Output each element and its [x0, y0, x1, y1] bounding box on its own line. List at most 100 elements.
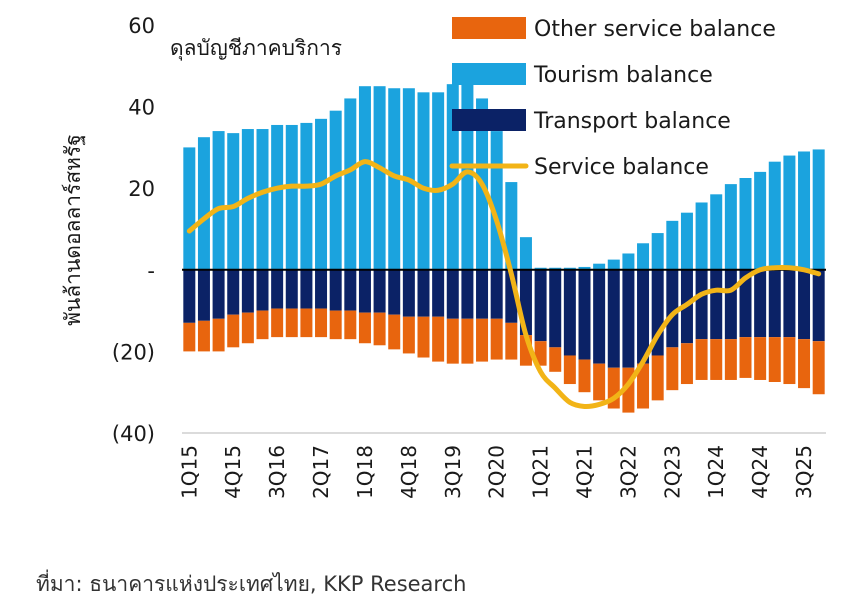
bar-tourism-balance-2q18 [373, 86, 386, 270]
bar-transport-balance-2q23 [666, 269, 679, 348]
bar-transport-balance-1q24 [710, 269, 723, 340]
bar-transport-balance-1q22 [593, 269, 606, 364]
bar-other-service-balance-3q18 [388, 314, 401, 350]
bar-transport-balance-3q18 [388, 269, 401, 315]
x-tick-label: 1Q18 [353, 445, 377, 499]
y-tick-label: 60 [128, 14, 155, 38]
bar-transport-balance-2q25 [783, 269, 796, 338]
bar-other-service-balance-4q22 [637, 363, 650, 409]
x-tick-label: 4Q21 [573, 445, 597, 499]
bar-tourism-balance-4q23 [695, 202, 708, 270]
legend: Other service balance Tourism balance Tran… [449, 17, 776, 180]
bar-tourism-balance-1q24 [710, 194, 723, 270]
bar-transport-balance-1q21 [534, 269, 547, 342]
bar-other-service-balance-3q24 [739, 337, 752, 378]
bar-other-service-balance-2q18 [373, 312, 386, 346]
bar-other-service-balance-1q18 [358, 312, 371, 344]
bar-transport-balance-3q25 [798, 269, 811, 340]
bar-transport-balance-1q25 [768, 269, 781, 338]
bar-tourism-balance-4q22 [637, 243, 650, 270]
y-tick-label: 20 [128, 177, 155, 201]
bar-tourism-balance-4q15 [227, 133, 240, 270]
bar-transport-balance-2q20 [490, 269, 503, 319]
bar-tourism-balance-2q22 [607, 259, 620, 270]
bar-tourism-balance-3q21 [563, 267, 576, 270]
bar-tourism-balance-2q15 [197, 137, 210, 270]
bar-transport-balance-3q24 [739, 269, 752, 338]
x-tick-label: 3Q22 [616, 445, 640, 499]
bar-transport-balance-3q21 [563, 269, 576, 356]
bar-transport-balance-4q19 [461, 269, 474, 319]
bar-tourism-balance-4q20 [519, 237, 532, 270]
bar-other-service-balance-2q24 [724, 339, 737, 380]
bar-other-service-balance-1q24 [710, 339, 723, 380]
bar-transport-balance-2q24 [724, 269, 737, 340]
y-tick-label: 40 [128, 96, 155, 120]
bar-tourism-balance-3q24 [739, 178, 752, 270]
bar-tourism-balance-1q25 [768, 161, 781, 270]
source-note: ที่มา: ธนาคารแห่งประเทศไทย, KKP Research [36, 572, 467, 596]
bar-tourism-balance-2q16 [256, 129, 269, 270]
bar-other-service-balance-1q23 [651, 355, 664, 401]
bar-other-service-balance-4q19 [461, 318, 474, 364]
bar-tourism-balance-1q15 [183, 147, 196, 270]
bar-transport-balance-4q23 [695, 269, 708, 340]
bar-other-service-balance-4q24 [754, 337, 767, 380]
bar-tourism-balance-1q19 [417, 92, 430, 270]
bar-transport-balance-1q15 [183, 269, 196, 323]
bar-transport-balance-2q18 [373, 269, 386, 313]
bar-tourism-balance-2q21 [549, 267, 562, 270]
bar-tourism-balance-1q17 [300, 122, 313, 270]
chart: 60 40 20 - (20) (40) 1Q15 4Q15 3Q16 2Q17 1Q18 4Q18… [61, 14, 826, 499]
bar-tourism-balance-1q18 [358, 86, 371, 270]
bar-other-service-balance-1q15 [183, 322, 196, 352]
legend-swatch [452, 17, 526, 39]
bar-other-service-balance-3q23 [680, 343, 693, 385]
chart-subtitle: ดุลบัญชีภาคบริการ [170, 36, 342, 61]
bar-tourism-balance-3q17 [329, 110, 342, 270]
x-axis: 1Q15 4Q15 3Q16 2Q17 1Q18 4Q18 3Q19 2Q20 1Q21 4Q21… [177, 445, 816, 499]
x-tick-label: 3Q19 [441, 445, 465, 499]
bar-transport-balance-4q17 [344, 269, 357, 311]
bar-transport-balance-4q18 [402, 269, 415, 317]
legend-label: Other service balance [534, 17, 776, 42]
x-tick-label: 3Q16 [265, 445, 289, 499]
x-tick-label: 2Q23 [660, 445, 684, 499]
bar-transport-balance-2q21 [549, 269, 562, 348]
legend-swatch [452, 63, 526, 85]
bar-other-service-balance-4q21 [578, 359, 591, 393]
bar-transport-balance-3q22 [622, 269, 635, 368]
bar-other-service-balance-3q21 [563, 355, 576, 385]
bar-tourism-balance-4q17 [344, 98, 357, 270]
bar-tourism-balance-1q23 [651, 233, 664, 270]
bar-tourism-balance-2q25 [783, 155, 796, 270]
bar-other-service-balance-2q21 [549, 347, 562, 372]
bar-tourism-balance-3q23 [680, 212, 693, 270]
bar-tourism-balance-3q16 [271, 124, 284, 270]
bar-tourism-balance-4q21 [578, 266, 591, 270]
bar-transport-balance-4q22 [637, 269, 650, 364]
bar-transport-balance-2q16 [256, 269, 269, 311]
y-axis: 60 40 20 - (20) (40) [112, 14, 155, 446]
bar-other-service-balance-2q15 [197, 320, 210, 352]
bar-tourism-balance-1q22 [593, 263, 606, 270]
bar-other-service-balance-3q17 [329, 310, 342, 340]
bar-transport-balance-4q21 [578, 269, 591, 360]
bar-transport-balance-3q19 [446, 269, 459, 319]
bar-tourism-balance-2q17 [315, 118, 328, 270]
bar-tourism-balance-4q25 [812, 149, 825, 270]
x-tick-label: 4Q24 [748, 445, 772, 499]
bar-other-service-balance-3q15 [212, 318, 225, 352]
bar-other-service-balance-4q18 [402, 316, 415, 354]
bar-tourism-balance-2q20 [490, 131, 503, 270]
bar-other-service-balance-1q21 [534, 341, 547, 366]
x-tick-label: 1Q15 [177, 445, 201, 499]
bar-other-service-balance-1q20 [476, 318, 489, 362]
y-tick-label: (20) [112, 340, 155, 364]
bar-other-service-balance-4q17 [344, 310, 357, 340]
bar-tourism-balance-1q21 [534, 267, 547, 270]
x-tick-label: 4Q18 [397, 445, 421, 499]
bar-other-service-balance-3q25 [798, 339, 811, 389]
x-tick-label: 2Q20 [485, 445, 509, 499]
bar-other-service-balance-4q16 [285, 308, 298, 338]
